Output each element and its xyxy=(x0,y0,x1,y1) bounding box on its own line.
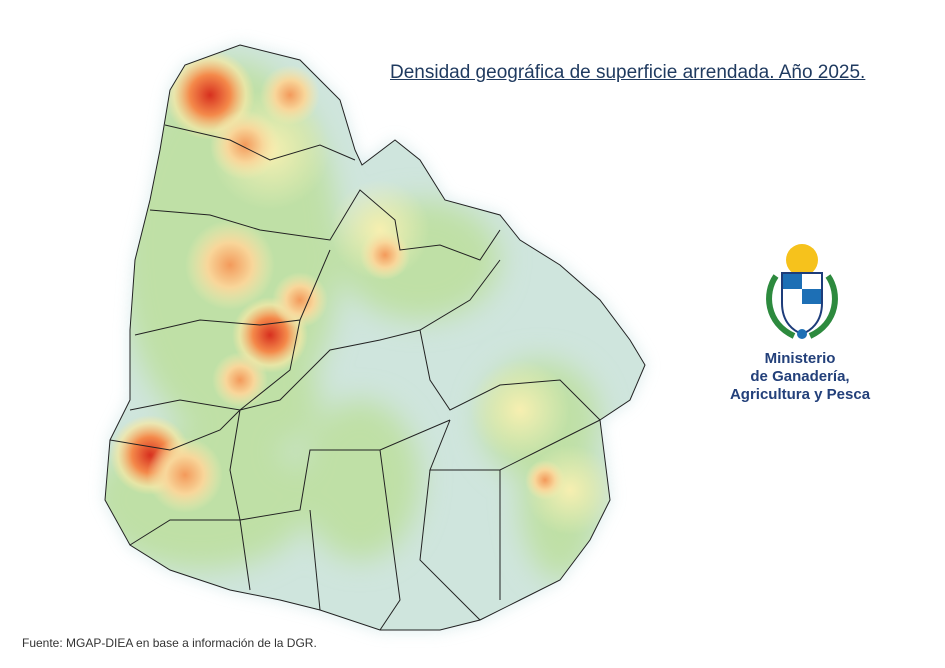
source-note: Fuente: MGAP-DIEA en base a información … xyxy=(22,636,317,650)
borders xyxy=(104,44,646,631)
heat xyxy=(105,45,645,630)
logo-line: Ministerio xyxy=(764,350,836,367)
logo-line: Agricultura y Pesca xyxy=(729,386,871,403)
logo-emblem xyxy=(766,244,838,339)
logo-line: de Ganadería, xyxy=(750,368,850,385)
logo-text: Ministerio de Ganadería, Agricultura y P… xyxy=(700,350,900,404)
map-title: Densidad geográfica de superficie arrend… xyxy=(390,62,866,83)
